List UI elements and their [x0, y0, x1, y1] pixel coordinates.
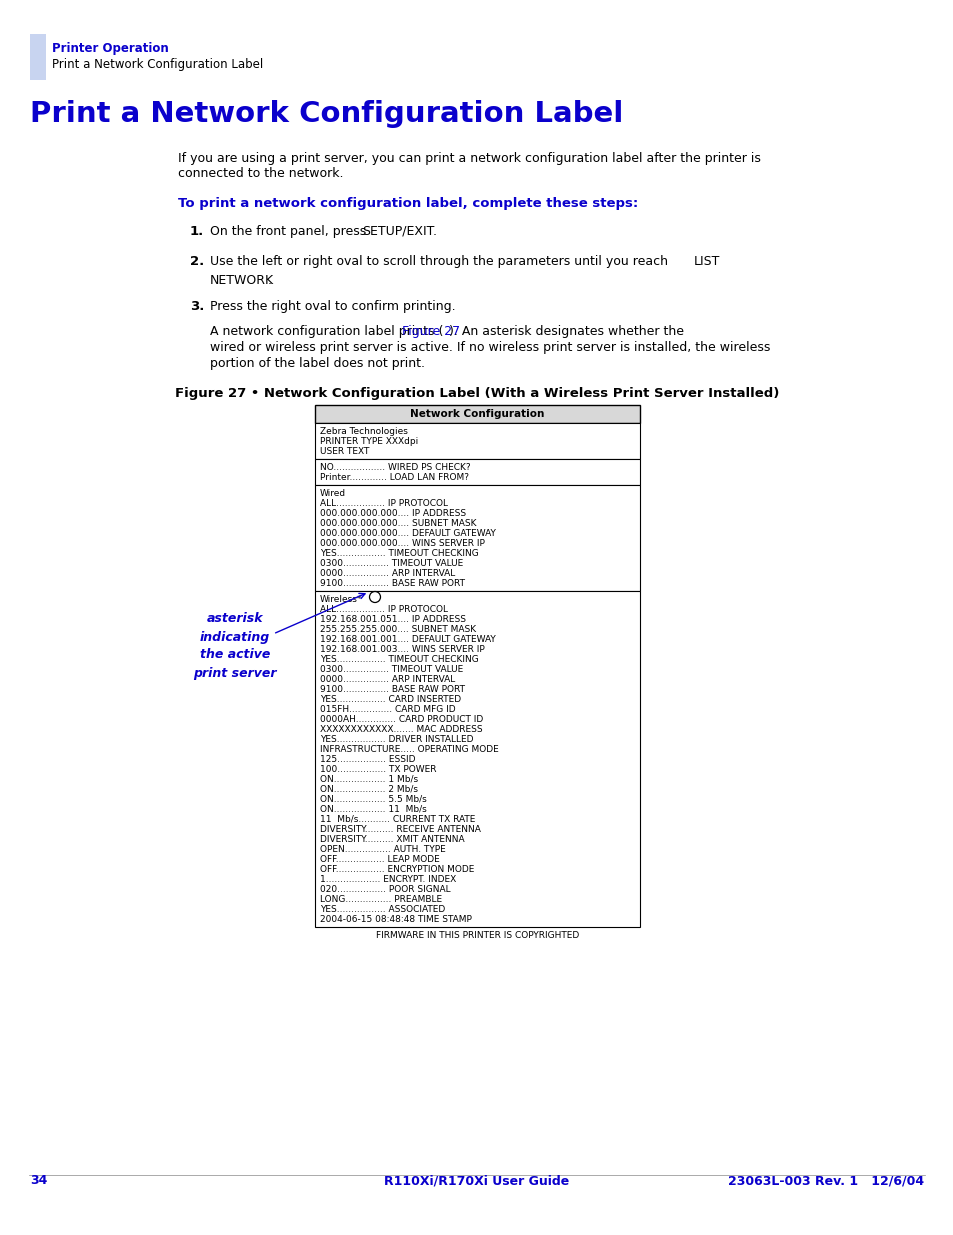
- Text: .: .: [433, 225, 436, 238]
- Text: connected to the network.: connected to the network.: [178, 167, 343, 180]
- Text: Wired: Wired: [319, 489, 346, 498]
- Text: 1.: 1.: [190, 225, 204, 238]
- Text: Press the right oval to confirm printing.: Press the right oval to confirm printing…: [210, 300, 456, 312]
- Bar: [314, 405, 639, 424]
- Text: YES................. TIMEOUT CHECKING: YES................. TIMEOUT CHECKING: [319, 550, 478, 558]
- Text: 1................... ENCRYPT. INDEX: 1................... ENCRYPT. INDEX: [319, 876, 456, 884]
- Text: Network Configuration: Network Configuration: [410, 409, 544, 419]
- Text: 2004-06-15 08:48:48 TIME STAMP: 2004-06-15 08:48:48 TIME STAMP: [319, 915, 472, 924]
- Text: LONG................ PREAMBLE: LONG................ PREAMBLE: [319, 895, 441, 904]
- Text: wired or wireless print server is active. If no wireless print server is install: wired or wireless print server is active…: [210, 341, 770, 354]
- Text: 100................. TX POWER: 100................. TX POWER: [319, 764, 436, 774]
- Text: ON.................. 1 Mb/s: ON.................. 1 Mb/s: [319, 776, 417, 784]
- Text: 2.: 2.: [190, 254, 204, 268]
- Text: OFF................. ENCRYPTION MODE: OFF................. ENCRYPTION MODE: [319, 864, 474, 874]
- Text: DIVERSITY.......... RECEIVE ANTENNA: DIVERSITY.......... RECEIVE ANTENNA: [319, 825, 480, 834]
- Text: 192.168.001.003.... WINS SERVER IP: 192.168.001.003.... WINS SERVER IP: [319, 645, 484, 655]
- Text: ON.................. 11  Mb/s: ON.................. 11 Mb/s: [319, 805, 426, 814]
- Text: PRINTER TYPE XXXdpi: PRINTER TYPE XXXdpi: [319, 437, 417, 446]
- Text: 0000................ ARP INTERVAL: 0000................ ARP INTERVAL: [319, 676, 455, 684]
- Text: portion of the label does not print.: portion of the label does not print.: [210, 357, 424, 370]
- Text: 9100................ BASE RAW PORT: 9100................ BASE RAW PORT: [319, 579, 464, 588]
- Bar: [314, 485, 639, 592]
- Text: FIRMWARE IN THIS PRINTER IS COPYRIGHTED: FIRMWARE IN THIS PRINTER IS COPYRIGHTED: [375, 931, 578, 940]
- Text: SETUP/EXIT: SETUP/EXIT: [361, 225, 434, 238]
- Text: On the front panel, press: On the front panel, press: [210, 225, 370, 238]
- Text: YES................. DRIVER INSTALLED: YES................. DRIVER INSTALLED: [319, 735, 473, 743]
- Text: ON.................. 5.5 Mb/s: ON.................. 5.5 Mb/s: [319, 795, 426, 804]
- Text: LIST: LIST: [693, 254, 720, 268]
- Text: 192.168.001.051.... IP ADDRESS: 192.168.001.051.... IP ADDRESS: [319, 615, 465, 624]
- Text: YES................. TIMEOUT CHECKING: YES................. TIMEOUT CHECKING: [319, 655, 478, 664]
- Text: Print a Network Configuration Label: Print a Network Configuration Label: [52, 58, 263, 70]
- Text: Zebra Technologies: Zebra Technologies: [319, 427, 408, 436]
- Text: 020................. POOR SIGNAL: 020................. POOR SIGNAL: [319, 885, 450, 894]
- Text: 3.: 3.: [190, 300, 204, 312]
- Text: 000.000.000.000.... IP ADDRESS: 000.000.000.000.... IP ADDRESS: [319, 509, 466, 517]
- Text: ). An asterisk designates whether the: ). An asterisk designates whether the: [449, 325, 683, 338]
- Text: ALL................. IP PROTOCOL: ALL................. IP PROTOCOL: [319, 499, 448, 508]
- Text: 0300................ TIMEOUT VALUE: 0300................ TIMEOUT VALUE: [319, 664, 463, 674]
- Text: A network configuration label prints (: A network configuration label prints (: [210, 325, 443, 338]
- Text: 255.255.255.000.... SUBNET MASK: 255.255.255.000.... SUBNET MASK: [319, 625, 476, 634]
- Bar: [314, 592, 639, 927]
- Text: 0000................ ARP INTERVAL: 0000................ ARP INTERVAL: [319, 569, 455, 578]
- Text: ON.................. 2 Mb/s: ON.................. 2 Mb/s: [319, 785, 417, 794]
- Text: Figure 27: Figure 27: [401, 325, 459, 338]
- Text: .: .: [268, 274, 272, 287]
- Text: If you are using a print server, you can print a network configuration label aft: If you are using a print server, you can…: [178, 152, 760, 165]
- Text: Wireless*: Wireless*: [319, 595, 362, 604]
- Text: 000.000.000.000.... DEFAULT GATEWAY: 000.000.000.000.... DEFAULT GATEWAY: [319, 529, 496, 538]
- Text: NO.................. WIRED PS CHECK?: NO.................. WIRED PS CHECK?: [319, 463, 470, 472]
- Text: YES................. CARD INSERTED: YES................. CARD INSERTED: [319, 695, 460, 704]
- Text: R110Xi/R170Xi User Guide: R110Xi/R170Xi User Guide: [384, 1174, 569, 1187]
- Text: XXXXXXXXXXXX....... MAC ADDRESS: XXXXXXXXXXXX....... MAC ADDRESS: [319, 725, 482, 734]
- Bar: [314, 424, 639, 459]
- Text: 23063L-003 Rev. 1   12/6/04: 23063L-003 Rev. 1 12/6/04: [727, 1174, 923, 1187]
- Text: Use the left or right oval to scroll through the parameters until you reach: Use the left or right oval to scroll thr…: [210, 254, 671, 268]
- Text: 192.168.001.001.... DEFAULT GATEWAY: 192.168.001.001.... DEFAULT GATEWAY: [319, 635, 496, 643]
- Text: OPEN................ AUTH. TYPE: OPEN................ AUTH. TYPE: [319, 845, 445, 853]
- Text: INFRASTRUCTURE..... OPERATING MODE: INFRASTRUCTURE..... OPERATING MODE: [319, 745, 498, 755]
- Text: 015FH............... CARD MFG ID: 015FH............... CARD MFG ID: [319, 705, 456, 714]
- Text: NETWORK: NETWORK: [210, 274, 274, 287]
- Text: YES................. ASSOCIATED: YES................. ASSOCIATED: [319, 905, 445, 914]
- Text: ALL................. IP PROTOCOL: ALL................. IP PROTOCOL: [319, 605, 448, 614]
- Bar: [314, 459, 639, 485]
- Text: Printer Operation: Printer Operation: [52, 42, 169, 56]
- Text: OFF................. LEAP MODE: OFF................. LEAP MODE: [319, 855, 439, 864]
- Text: DIVERSITY.......... XMIT ANTENNA: DIVERSITY.......... XMIT ANTENNA: [319, 835, 464, 844]
- Text: To print a network configuration label, complete these steps:: To print a network configuration label, …: [178, 198, 638, 210]
- Text: 000.000.000.000.... SUBNET MASK: 000.000.000.000.... SUBNET MASK: [319, 519, 476, 529]
- Text: USER TEXT: USER TEXT: [319, 447, 369, 456]
- Text: 0300................ TIMEOUT VALUE: 0300................ TIMEOUT VALUE: [319, 559, 463, 568]
- Text: 34: 34: [30, 1174, 48, 1187]
- Text: 11  Mb/s........... CURRENT TX RATE: 11 Mb/s........... CURRENT TX RATE: [319, 815, 475, 824]
- Text: 125................. ESSID: 125................. ESSID: [319, 755, 416, 764]
- Text: Figure 27 • Network Configuration Label (With a Wireless Print Server Installed): Figure 27 • Network Configuration Label …: [174, 387, 779, 400]
- Text: Print a Network Configuration Label: Print a Network Configuration Label: [30, 100, 622, 128]
- Text: 000.000.000.000.... WINS SERVER IP: 000.000.000.000.... WINS SERVER IP: [319, 538, 484, 548]
- Text: asterisk
indicating
the active
print server: asterisk indicating the active print ser…: [193, 613, 276, 679]
- Bar: [30, 35, 46, 80]
- Text: 9100................ BASE RAW PORT: 9100................ BASE RAW PORT: [319, 685, 464, 694]
- Text: Printer............. LOAD LAN FROM?: Printer............. LOAD LAN FROM?: [319, 473, 469, 482]
- Text: 0000AH.............. CARD PRODUCT ID: 0000AH.............. CARD PRODUCT ID: [319, 715, 483, 724]
